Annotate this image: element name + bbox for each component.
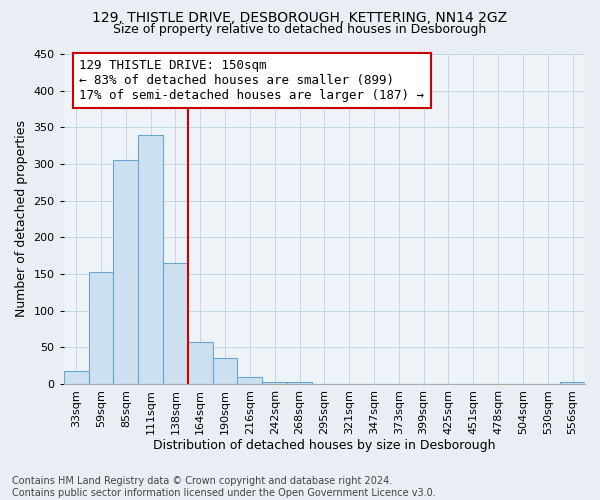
Bar (287, 382, 312, 384)
Bar (188, 342, 212, 384)
Bar (163, 263, 188, 384)
Bar (560, 382, 585, 384)
Bar (113, 160, 138, 384)
Bar (89, 272, 113, 384)
Bar (262, 382, 287, 384)
Text: 129, THISTLE DRIVE, DESBOROUGH, KETTERING, NN14 2GZ: 129, THISTLE DRIVE, DESBOROUGH, KETTERIN… (92, 11, 508, 25)
Bar (138, 134, 163, 384)
Bar (212, 358, 238, 384)
Text: Size of property relative to detached houses in Desborough: Size of property relative to detached ho… (113, 22, 487, 36)
Text: 129 THISTLE DRIVE: 150sqm
← 83% of detached houses are smaller (899)
17% of semi: 129 THISTLE DRIVE: 150sqm ← 83% of detac… (79, 59, 424, 102)
Text: Contains HM Land Registry data © Crown copyright and database right 2024.
Contai: Contains HM Land Registry data © Crown c… (12, 476, 436, 498)
Bar (64, 371, 89, 384)
Bar (238, 378, 262, 384)
X-axis label: Distribution of detached houses by size in Desborough: Distribution of detached houses by size … (153, 440, 496, 452)
Y-axis label: Number of detached properties: Number of detached properties (15, 120, 28, 318)
